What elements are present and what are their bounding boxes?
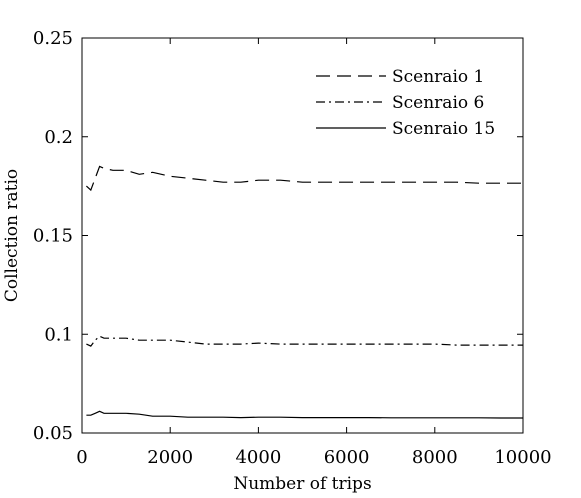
x-tick-label: 10000 [494, 447, 551, 468]
y-tick-label: 0.15 [33, 226, 73, 247]
y-tick-label: 0.05 [33, 423, 73, 444]
x-axis-title: Number of trips [233, 474, 371, 494]
x-tick-label: 2000 [147, 447, 193, 468]
legend: Scenraio 1 Scenraio 6 Scenraio 15 [316, 67, 495, 139]
y-tick-label: 0.25 [33, 28, 73, 49]
x-tick-label: 6000 [324, 447, 370, 468]
x-tick-label: 4000 [235, 447, 281, 468]
x-tick-label: 0 [76, 447, 87, 468]
series-lines [85, 165, 523, 419]
legend-label-3: Scenraio 15 [392, 119, 495, 139]
x-tick-label: 8000 [412, 447, 458, 468]
series-line-2 [86, 335, 523, 347]
series-line-3 [86, 410, 523, 419]
legend-label-1: Scenraio 1 [392, 67, 484, 87]
y-axis-title: Collection ratio [2, 169, 22, 302]
series-line-1 [85, 165, 523, 192]
axis-ticks: 0 2000 4000 6000 8000 10000 0.05 0.1 0.15 0.2 0.25 [33, 28, 552, 468]
y-tick-label: 0.2 [44, 127, 73, 148]
legend-label-2: Scenraio 6 [392, 93, 484, 113]
y-tick-label: 0.1 [44, 324, 73, 345]
